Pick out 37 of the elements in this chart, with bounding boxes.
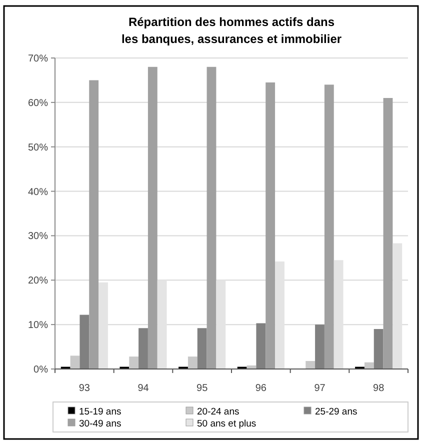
x-tick-label: 97 [314, 383, 326, 394]
legend-label: 50 ans et plus [197, 418, 256, 430]
x-tick-label: 98 [373, 383, 385, 394]
bar [70, 356, 80, 369]
bar [306, 361, 316, 369]
bar [138, 328, 148, 369]
x-tick-label: 94 [138, 383, 150, 394]
y-tick-label: 50% [28, 142, 48, 154]
bar [364, 362, 374, 369]
bar [188, 356, 198, 369]
bar [80, 314, 90, 369]
x-tick-label: 93 [78, 383, 90, 394]
y-tick-label: 40% [28, 186, 48, 198]
bar [129, 356, 139, 369]
bar [374, 329, 384, 369]
bar [256, 323, 266, 369]
x-tick-label: 96 [255, 383, 267, 394]
y-tick-label: 60% [28, 98, 48, 109]
chart-title: Répartition des hommes actifs dans les banques, assurances et immobilier [121, 15, 342, 46]
y-tick-label: 0% [34, 364, 48, 376]
x-tick-label: 95 [196, 383, 208, 394]
y-tick-label: 30% [28, 231, 48, 242]
bar [315, 324, 324, 369]
bar [89, 80, 99, 369]
legend-label: 25-29 ans [315, 406, 358, 418]
y-tick-label: 20% [28, 276, 48, 287]
bar [383, 98, 393, 369]
bar [266, 82, 276, 369]
bar [148, 66, 158, 369]
legend-label: 30-49 ans [79, 418, 122, 430]
legend-label: 20-24 ans [197, 406, 240, 418]
bar [206, 66, 216, 369]
y-tick-label: 70% [28, 54, 48, 64]
bar [197, 328, 207, 369]
legend-label: 15-19 ans [79, 406, 122, 418]
bar [324, 84, 334, 369]
y-tick-label: 10% [28, 320, 48, 332]
